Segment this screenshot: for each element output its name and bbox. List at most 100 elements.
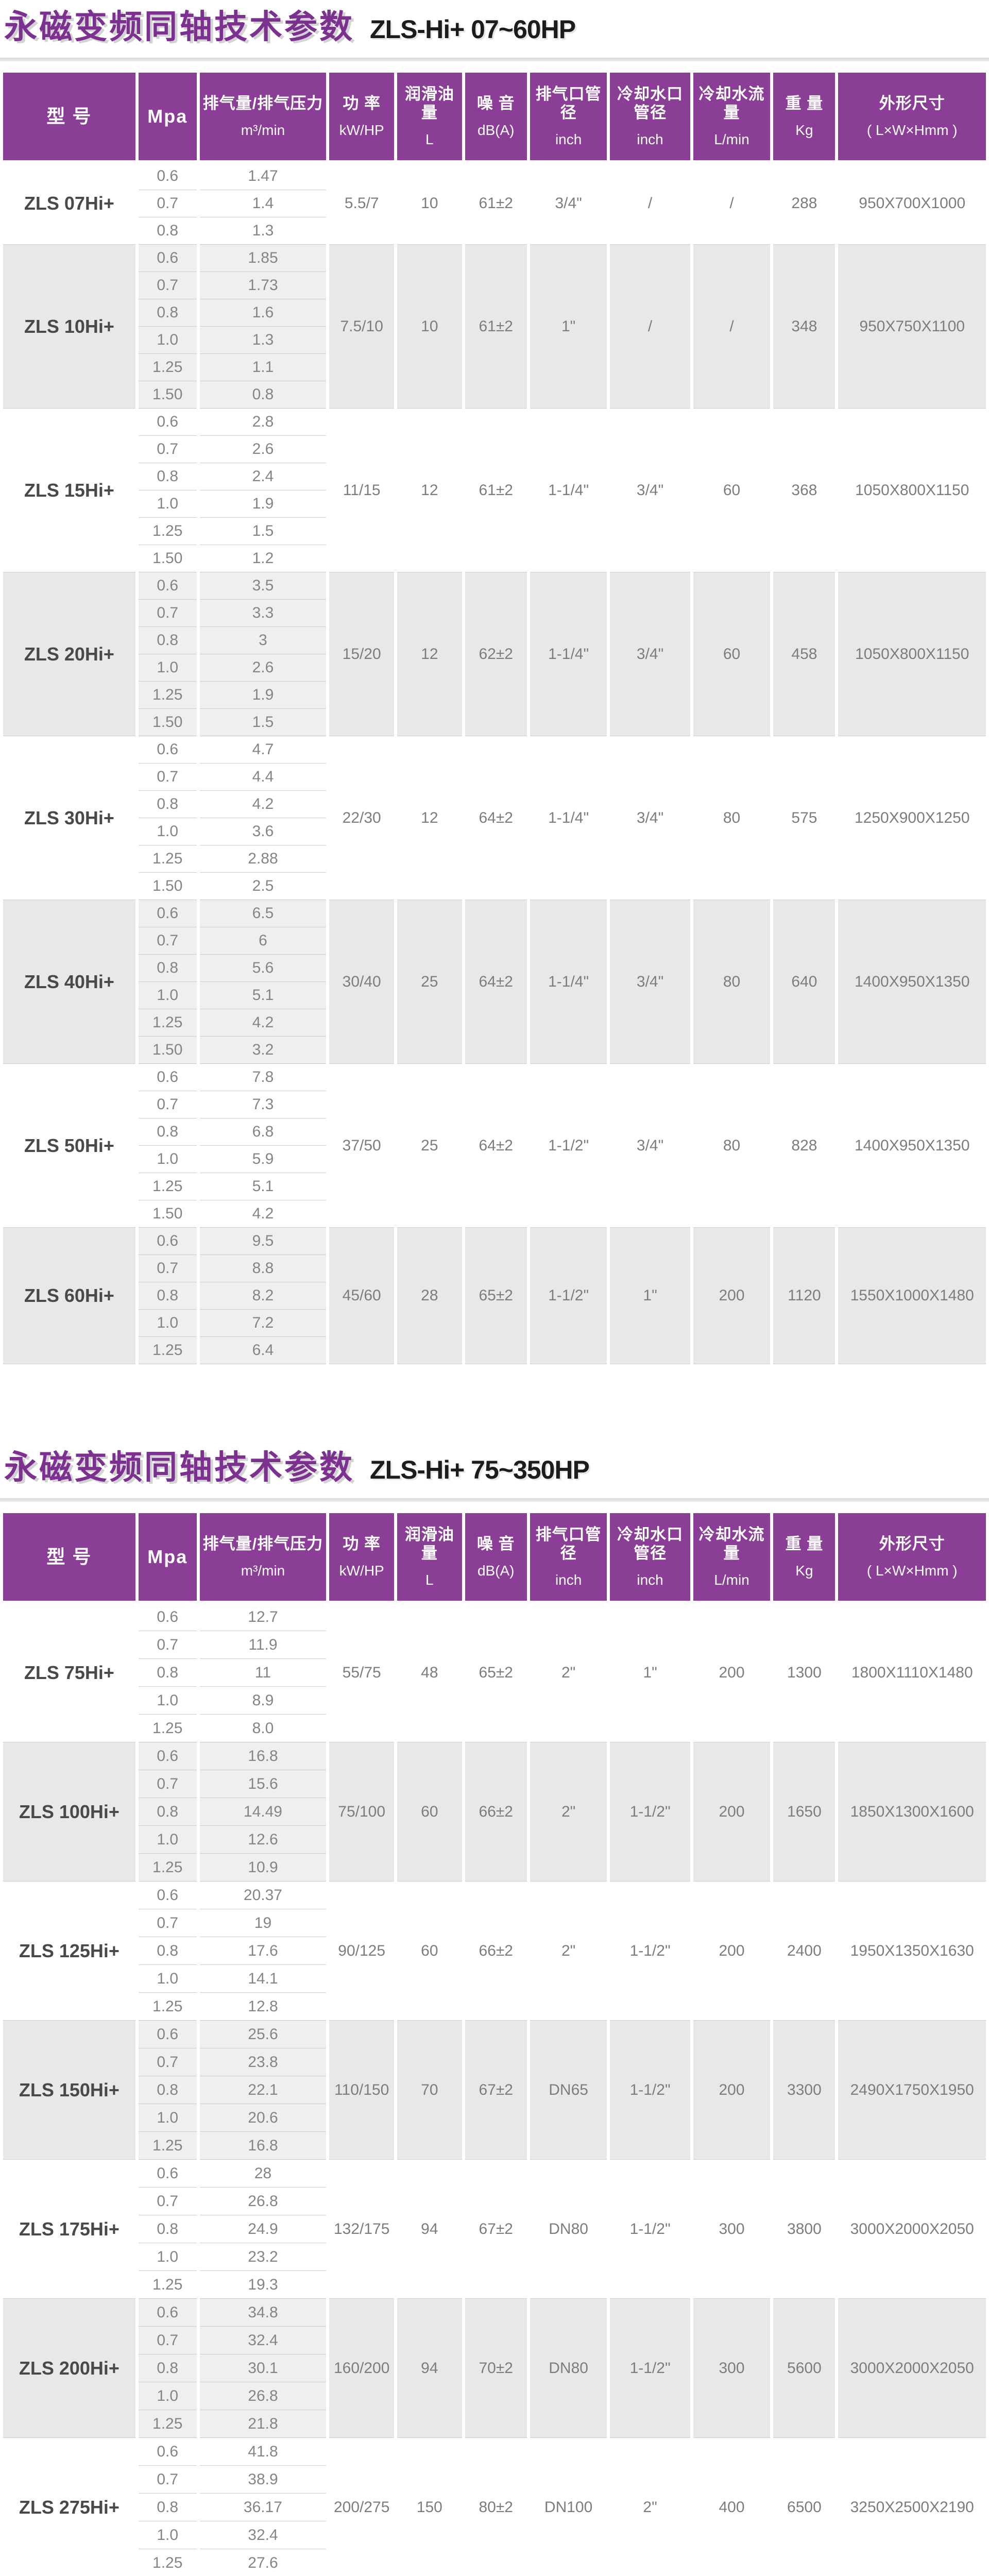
table-row: 0.7 32.4 <box>3 2327 986 2354</box>
pressure-cell: 0.8 <box>138 791 197 818</box>
column-header-power: 功 率 kW/HP <box>329 73 395 163</box>
model-cell: ZLS 150Hi+ <box>3 2021 135 2160</box>
section-75-350hp: 永磁变频同轴技术参数 ZLS-Hi+ 75~350HP 型 号 Mpa 排气量/排气… <box>0 1440 989 2576</box>
column-header-mpa: Mpa <box>138 1513 197 1603</box>
table-row: 1.0 7.2 <box>3 1310 986 1337</box>
cooling-water-flow-cell: 200 <box>693 2021 771 2160</box>
capacity-cell: 6.8 <box>199 1118 327 1146</box>
table-row: 0.8 1.3 <box>3 217 986 245</box>
outlet-diameter-cell: 3/4" <box>530 163 607 245</box>
weight-cell: 1650 <box>773 1742 835 1882</box>
capacity-cell: 2.8 <box>199 409 327 436</box>
pressure-cell: 0.6 <box>138 1228 197 1255</box>
table-row: 0.7 19 <box>3 1909 986 1937</box>
dimensions-cell: 1250X900X1250 <box>838 736 986 900</box>
capacity-cell: 8.0 <box>199 1715 327 1742</box>
capacity-cell: 1.5 <box>199 709 327 736</box>
column-unit: L/min <box>714 131 749 147</box>
pressure-cell: 1.25 <box>138 2410 197 2438</box>
table-row: ZLS 10Hi+ 0.6 1.85 7.5/10 10 61±2 1" //348 950X7… <box>3 245 986 409</box>
pressure-cell: 1.0 <box>138 1310 197 1337</box>
pressure-cell: 0.8 <box>138 1798 197 1826</box>
table-row: ZLS 07Hi+ 0.6 1.47 5.5/7 10 61±2 3/4" //288 950X… <box>3 163 986 245</box>
column-unit: dB(A) <box>477 122 515 138</box>
noise-cell: 61±2 <box>465 163 527 245</box>
dimensions-cell: 3250X2500X2190 <box>838 2438 986 2576</box>
capacity-cell: 23.2 <box>199 2243 327 2271</box>
weight-cell: 368 <box>773 409 835 572</box>
pressure-cell: 0.8 <box>138 299 197 327</box>
title-divider <box>0 1498 989 1502</box>
capacity-cell: 2.6 <box>199 436 327 463</box>
table-row: 0.7 6 <box>3 927 986 955</box>
power-cell: 5.5/7 <box>329 163 395 245</box>
table-row: 0.8 22.1 <box>3 2076 986 2104</box>
section-title: 永磁变频同轴技术参数 <box>4 1449 354 1486</box>
column-unit: inch <box>637 1571 663 1588</box>
weight-cell: 828 <box>773 1064 835 1228</box>
capacity-cell: 41.8 <box>199 2438 327 2466</box>
power-cell: 75/100 <box>329 1742 395 1882</box>
table-row: 0.7 26.8 <box>3 2188 986 2215</box>
cooling-water-port-cell: 1" <box>610 1603 690 1742</box>
cooling-water-port-cell: 3/4" <box>610 409 690 572</box>
column-unit: L <box>425 1571 434 1588</box>
column-label: 噪 音 <box>476 94 515 113</box>
pressure-cell: 0.7 <box>138 600 197 627</box>
column-header-capacity: 排气量/排气压力 m³/min <box>199 1513 327 1603</box>
column-header-oil-volume: 润滑油量 L <box>397 73 462 163</box>
cooling-water-port-cell: 1-1/2" <box>610 1882 690 2021</box>
noise-cell: 80±2 <box>465 2438 527 2576</box>
pressure-cell: 1.0 <box>138 1146 197 1173</box>
pressure-cell: 1.0 <box>138 1965 197 1993</box>
cooling-water-port-cell: 3/4" <box>610 900 690 1064</box>
capacity-cell: 1.5 <box>199 518 327 545</box>
capacity-cell: 16.8 <box>199 1742 327 1770</box>
pressure-cell: 1.25 <box>138 518 197 545</box>
table-row: 1.25 2.88 <box>3 845 986 873</box>
oil-volume-cell: 70 <box>397 2021 462 2160</box>
capacity-cell: 4.2 <box>199 791 327 818</box>
table-row: 1.25 4.2 <box>3 1009 986 1037</box>
capacity-cell: 30.1 <box>199 2354 327 2382</box>
model-cell: ZLS 60Hi+ <box>3 1228 135 1364</box>
power-cell: 132/175 <box>329 2160 395 2299</box>
table-row: 0.7 4.4 <box>3 764 986 791</box>
pressure-cell: 1.25 <box>138 1854 197 1882</box>
column-label: 重 量 <box>785 1535 824 1553</box>
table-row: 0.8 5.6 <box>3 955 986 982</box>
capacity-cell: 1.3 <box>199 327 327 354</box>
cooling-water-flow-cell: / <box>693 245 771 409</box>
pressure-cell: 0.8 <box>138 2215 197 2243</box>
table-row: 1.0 5.9 <box>3 1146 986 1173</box>
table-row: 0.7 3.3 <box>3 600 986 627</box>
pressure-cell: 1.0 <box>138 818 197 845</box>
capacity-cell: 36.17 <box>199 2494 327 2521</box>
cooling-water-port-cell: 3/4" <box>610 1064 690 1228</box>
table-row: 0.8 11 <box>3 1659 986 1687</box>
capacity-cell: 3 <box>199 627 327 654</box>
noise-cell: 65±2 <box>465 1228 527 1364</box>
cooling-water-port-cell: 1-1/2" <box>610 2299 690 2438</box>
dimensions-cell: 1400X950X1350 <box>838 900 986 1064</box>
capacity-cell: 25.6 <box>199 2021 327 2048</box>
capacity-cell: 34.8 <box>199 2299 327 2327</box>
pressure-cell: 0.7 <box>138 2327 197 2354</box>
table-row: 0.8 4.2 <box>3 791 986 818</box>
capacity-cell: 3.5 <box>199 572 327 600</box>
capacity-cell: 14.49 <box>199 1798 327 1826</box>
power-cell: 15/20 <box>329 572 395 736</box>
oil-volume-cell: 150 <box>397 2438 462 2576</box>
column-header-dimensions: 外形尺寸 ( L×W×Hmm ) <box>838 1513 986 1603</box>
cooling-water-flow-cell: 60 <box>693 409 771 572</box>
table-row: 1.25 1.9 <box>3 682 986 709</box>
column-header-noise: 噪 音 dB(A) <box>465 73 527 163</box>
dimensions-cell: 1400X950X1350 <box>838 1064 986 1228</box>
table-row: 0.8 2.4 <box>3 463 986 490</box>
weight-cell: 6500 <box>773 2438 835 2576</box>
outlet-diameter-cell: 1-1/4" <box>530 409 607 572</box>
pressure-cell: 1.0 <box>138 2104 197 2132</box>
cooling-water-flow-cell: 80 <box>693 1064 771 1228</box>
table-row: 1.25 6.4 <box>3 1337 986 1364</box>
column-label: 噪 音 <box>476 1535 515 1553</box>
